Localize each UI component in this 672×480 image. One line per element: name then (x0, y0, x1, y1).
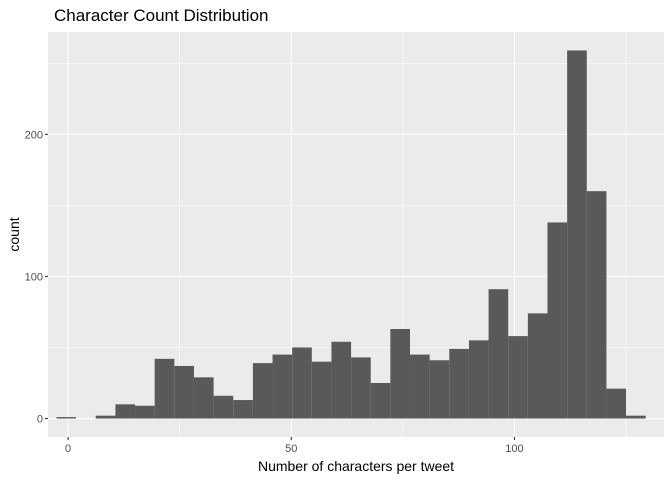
histogram-bar (135, 405, 155, 419)
histogram-bar (488, 289, 509, 419)
histogram-bar (311, 361, 332, 419)
histogram-bar (547, 222, 568, 419)
chart-title: Character Count Distribution (54, 6, 269, 25)
histogram-bar (233, 400, 253, 419)
histogram-bar (390, 329, 411, 419)
histogram-bar (115, 404, 136, 419)
histogram-bar (252, 363, 273, 419)
histogram-bar (626, 415, 646, 419)
histogram-bar (429, 360, 450, 419)
histogram-bar (331, 341, 352, 419)
histogram-bar (174, 365, 194, 419)
histogram-bar (468, 340, 489, 419)
x-tick-label: 0 (65, 443, 71, 455)
histogram-bar (193, 377, 214, 419)
histogram-bar (527, 313, 548, 419)
histogram-bar (95, 415, 116, 419)
histogram-bar (370, 383, 391, 419)
y-tick-label: 200 (25, 129, 43, 141)
histogram-bar (56, 417, 77, 419)
histogram-bar (410, 354, 430, 419)
histogram-bar (154, 358, 175, 419)
y-tick-label: 100 (25, 271, 43, 283)
y-tick-label: 0 (37, 414, 43, 426)
histogram-bar (567, 50, 587, 419)
histogram-bar (586, 191, 607, 419)
x-axis-title: Number of characters per tweet (258, 458, 454, 474)
histogram-bar (508, 336, 528, 419)
y-axis-title: count (6, 217, 22, 251)
x-tick-label: 100 (505, 443, 523, 455)
histogram-bar (449, 348, 469, 419)
x-tick-label: 50 (285, 443, 297, 455)
histogram-bar (606, 388, 627, 419)
histogram-bar (272, 354, 293, 419)
histogram-bar (351, 357, 371, 419)
histogram-bar (292, 347, 312, 419)
histogram-bar (213, 395, 234, 419)
